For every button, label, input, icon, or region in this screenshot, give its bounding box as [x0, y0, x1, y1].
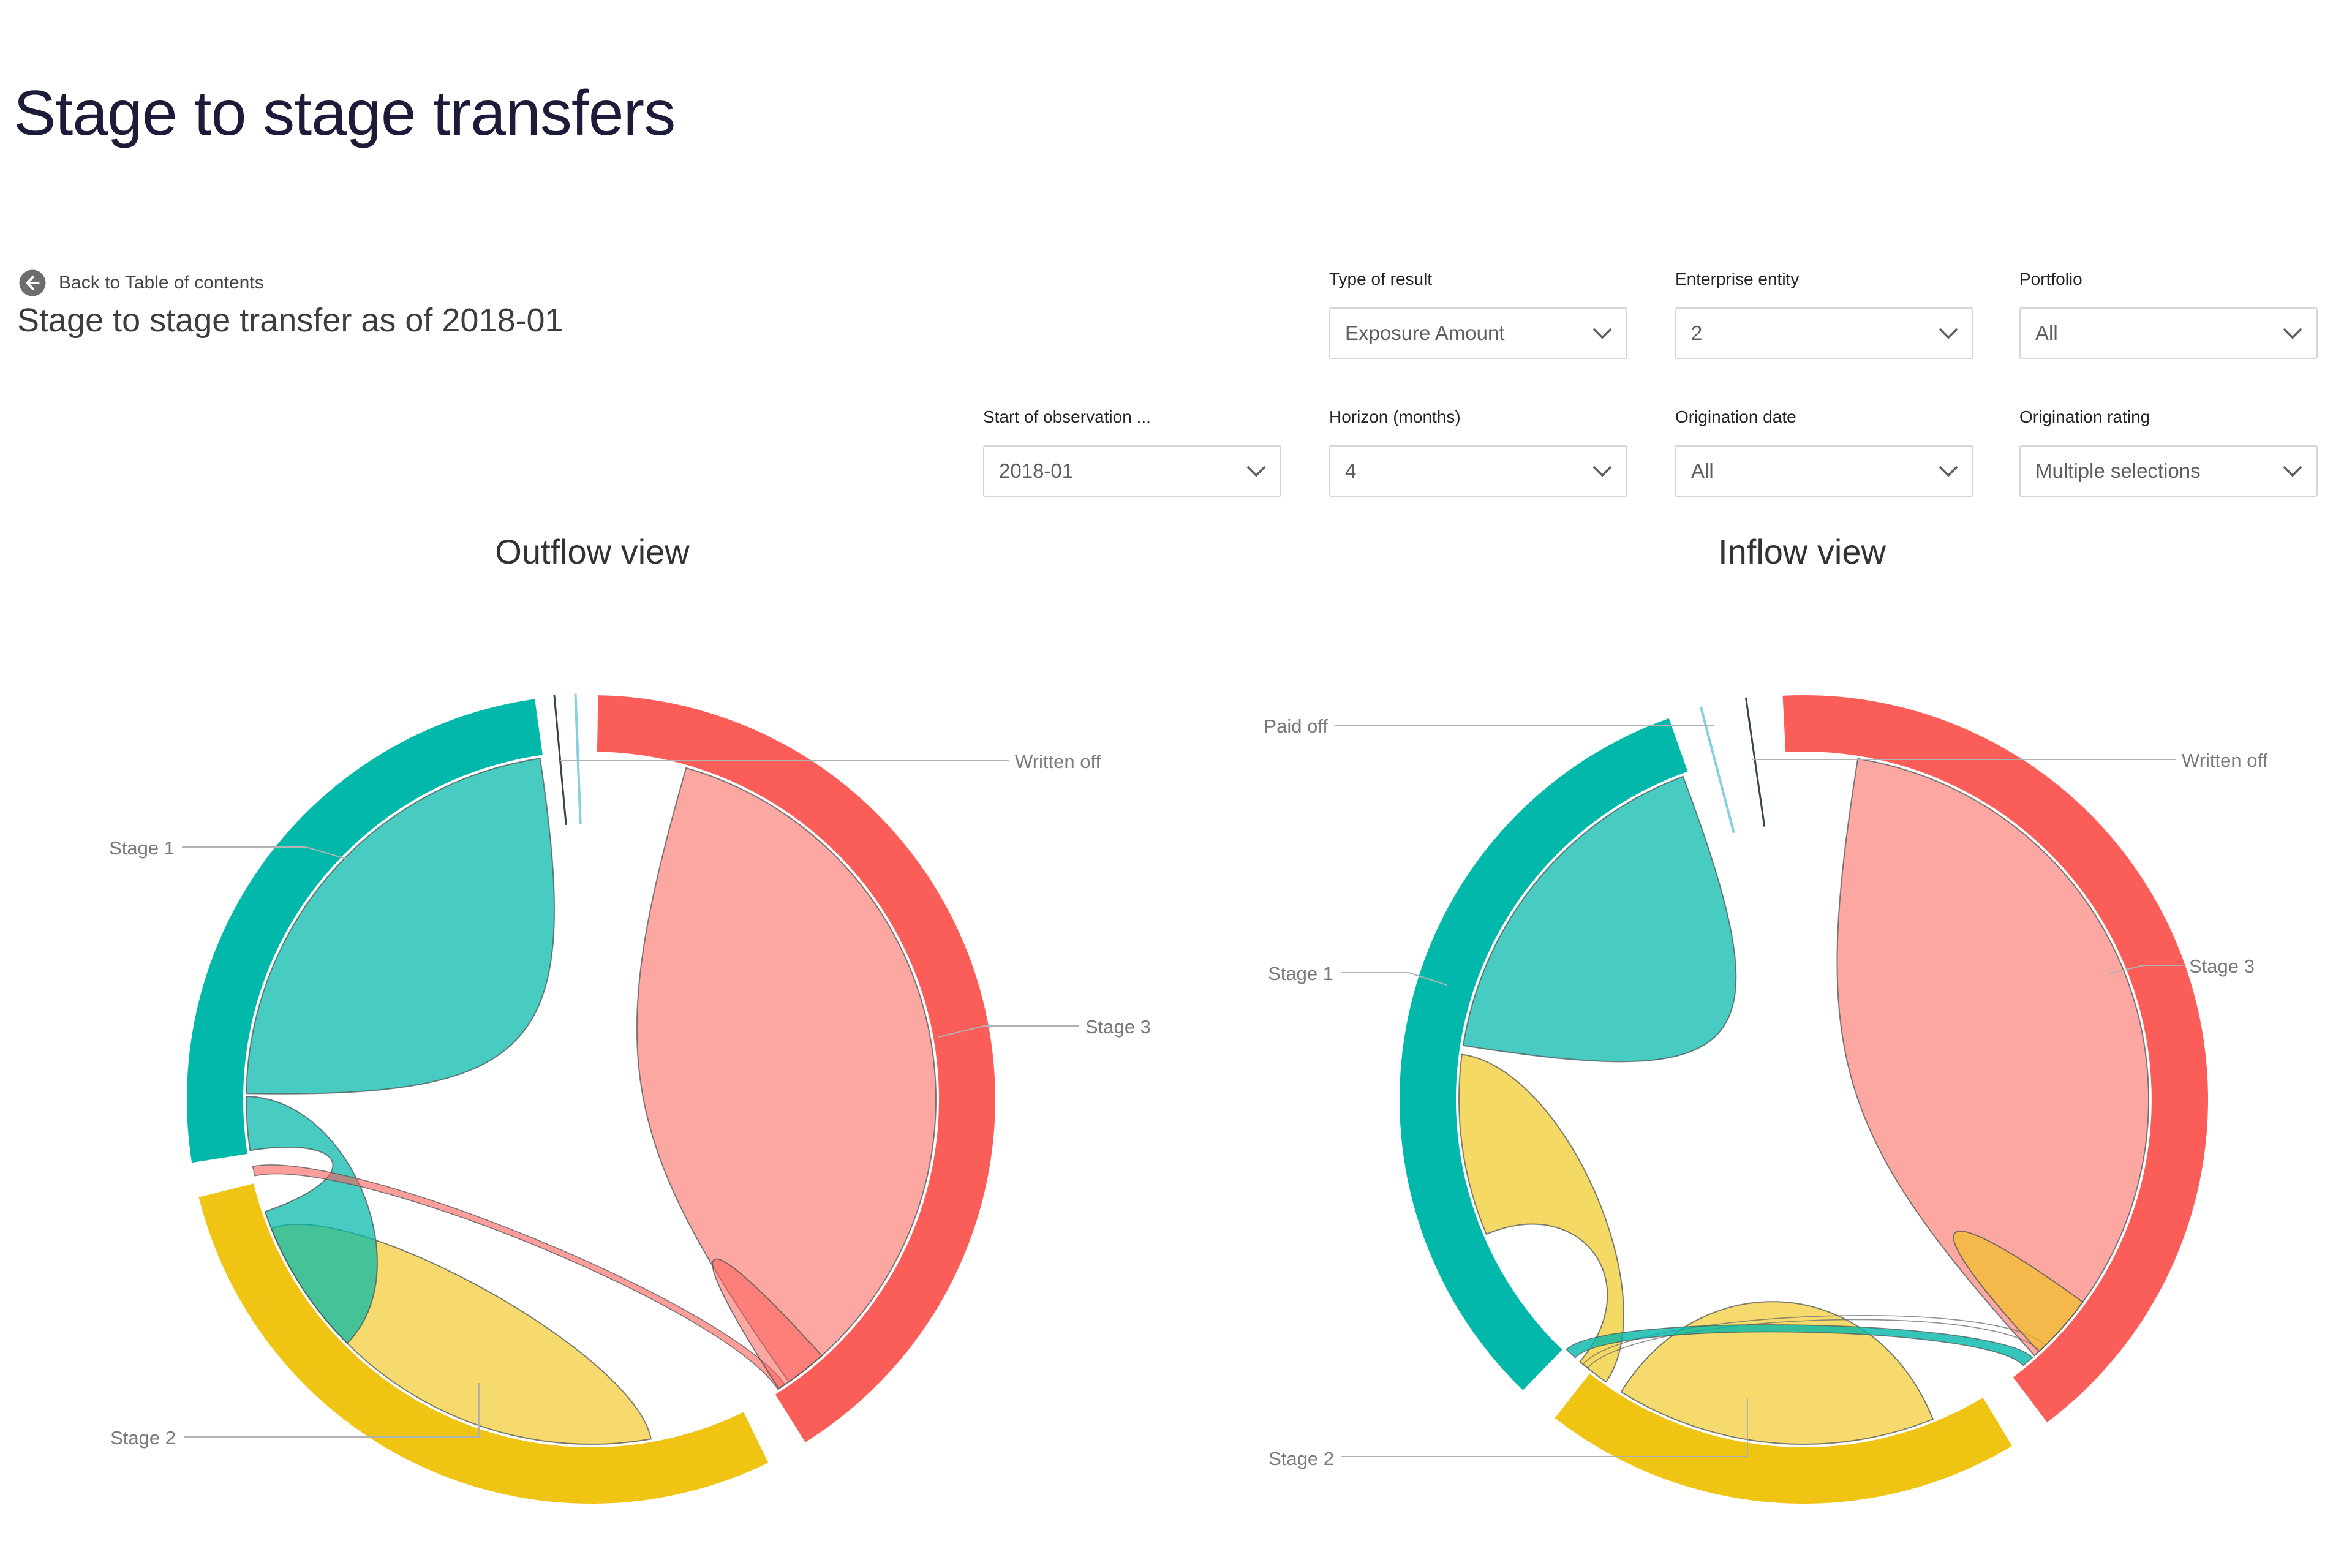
- filter-dropdown[interactable]: Exposure Amount: [1329, 307, 1627, 359]
- filter-value: 2018-01: [999, 459, 1074, 482]
- leader-stage-3-outflow: [938, 1025, 1079, 1038]
- filter-label: Enterprise entity: [1675, 270, 1800, 288]
- filter-enterprise-entity: Enterprise entity 2: [1675, 270, 1973, 359]
- chart-label-stage-3-outflow: Stage 3: [1085, 1016, 1151, 1038]
- back-arrow-icon[interactable]: [18, 269, 47, 297]
- filter-label: Start of observation ...: [983, 407, 1151, 426]
- filter-label: Origination date: [1675, 407, 1796, 426]
- filter-label: Portfolio: [2019, 270, 2082, 288]
- filter-origination-rating: Origination rating Multiple selections: [2019, 407, 2318, 497]
- filter-type-of-result: Type of result Exposure Amount: [1329, 270, 1627, 359]
- filter-start-of-observation: Start of observation ... 2018-01: [983, 407, 1281, 497]
- filter-dropdown[interactable]: All: [2019, 307, 2318, 359]
- filter-dropdown[interactable]: Multiple selections: [2019, 445, 2318, 497]
- report-subtitle: Stage to stage transfer as of 2018-01: [17, 302, 564, 339]
- filter-label: Origination rating: [2019, 407, 2150, 426]
- page-title: Stage to stage transfers: [13, 78, 676, 149]
- filter-value: 2: [1691, 322, 1703, 344]
- arc-stage-2[interactable]: [1555, 1373, 2012, 1504]
- tick-paid-off[interactable]: [1699, 706, 1735, 834]
- filter-value: All: [1691, 459, 1714, 482]
- chart-label-paid-off-inflow: Paid off: [1264, 715, 1328, 737]
- chevron-down-icon: [1593, 466, 1612, 477]
- filter-value: All: [2035, 322, 2058, 344]
- chord-chart-outflow: Stage 1 Written off Stage 3 Stage 2: [109, 693, 1151, 1504]
- chart-label-stage-3-inflow: Stage 3: [2189, 956, 2255, 977]
- ribbon-stage3-to-stage3[interactable]: [636, 767, 937, 1383]
- filter-horizon-months: Horizon (months) 4: [1329, 407, 1627, 497]
- back-to-toc-link[interactable]: Back to Table of contents: [18, 268, 264, 298]
- chevron-down-icon: [2283, 466, 2302, 477]
- leader-stage-2-outflow: [184, 1383, 480, 1438]
- filter-value: Exposure Amount: [1345, 322, 1505, 344]
- filter-label: Type of result: [1329, 270, 1433, 288]
- chart-label-written-off-outflow: Written off: [1015, 751, 1101, 772]
- leader-stage-1-inflow: [1341, 972, 1447, 986]
- filter-dropdown[interactable]: All: [1675, 445, 1973, 497]
- chord-chart-inflow: Paid off Written off Stage 1 Stage 3 Stage 2: [1264, 695, 2268, 1504]
- arc-stage-2[interactable]: [198, 1183, 769, 1504]
- chevron-down-icon: [1939, 328, 1958, 339]
- leader-stage-2-inflow: [1341, 1398, 1748, 1457]
- filter-value: 4: [1345, 459, 1357, 482]
- filter-dropdown[interactable]: 2: [1675, 307, 1973, 359]
- ribbon-stage3-to-stage3[interactable]: [1836, 758, 2150, 1357]
- chevron-down-icon: [1593, 328, 1612, 339]
- arc-stage-3[interactable]: [597, 695, 995, 1442]
- chart-label-stage-1-inflow: Stage 1: [1268, 963, 1333, 984]
- ribbon-stage2-to-stage2[interactable]: [1620, 1301, 1934, 1446]
- leader-stage-3-inflow: [2108, 965, 2183, 974]
- arc-stage-1[interactable]: [186, 699, 543, 1163]
- arc-stage-3[interactable]: [1782, 695, 2209, 1423]
- inflow-view-title: Inflow view: [1718, 532, 1886, 571]
- chart-label-stage-2-inflow: Stage 2: [1268, 1448, 1334, 1469]
- filter-value: Multiple selections: [2035, 459, 2201, 482]
- outflow-view-title: Outflow view: [495, 532, 690, 571]
- filter-dropdown[interactable]: 4: [1329, 445, 1627, 497]
- tick-written-off[interactable]: [1744, 697, 1766, 827]
- ribbon-stage2-to-stage3[interactable]: [712, 1258, 823, 1390]
- ribbon-stage1-to-stage2[interactable]: [1458, 1054, 1624, 1383]
- tick-paid-off[interactable]: [574, 693, 582, 824]
- chart-label-stage-2-outflow: Stage 2: [110, 1427, 176, 1449]
- ribbon-stage1-to-stage2[interactable]: [245, 1096, 378, 1344]
- ribbon-stage3-to-stage1[interactable]: [1566, 1324, 2034, 1366]
- chart-label-stage-1-outflow: Stage 1: [109, 837, 175, 859]
- filter-origination-date: Origination date All: [1675, 407, 1973, 497]
- chart-label-written-off-inflow: Written off: [2182, 750, 2268, 771]
- filter-label: Horizon (months): [1329, 407, 1461, 426]
- arc-stage-1[interactable]: [1399, 718, 1688, 1390]
- chevron-down-icon: [2283, 328, 2302, 339]
- ribbon-stage3-to-stage2[interactable]: [1953, 1231, 2084, 1353]
- tick-written-off[interactable]: [553, 695, 567, 826]
- leader-stage-1-outflow: [182, 846, 347, 859]
- back-link-label[interactable]: Back to Table of contents: [59, 273, 264, 293]
- filter-portfolio: Portfolio All: [2019, 270, 2318, 359]
- chevron-down-icon: [1246, 466, 1266, 477]
- chevron-down-icon: [1939, 466, 1958, 477]
- ribbon-stage1-to-stage1[interactable]: [1462, 775, 1737, 1063]
- filter-dropdown[interactable]: 2018-01: [983, 445, 1281, 497]
- ribbon-stage1-to-stage1[interactable]: [246, 758, 556, 1095]
